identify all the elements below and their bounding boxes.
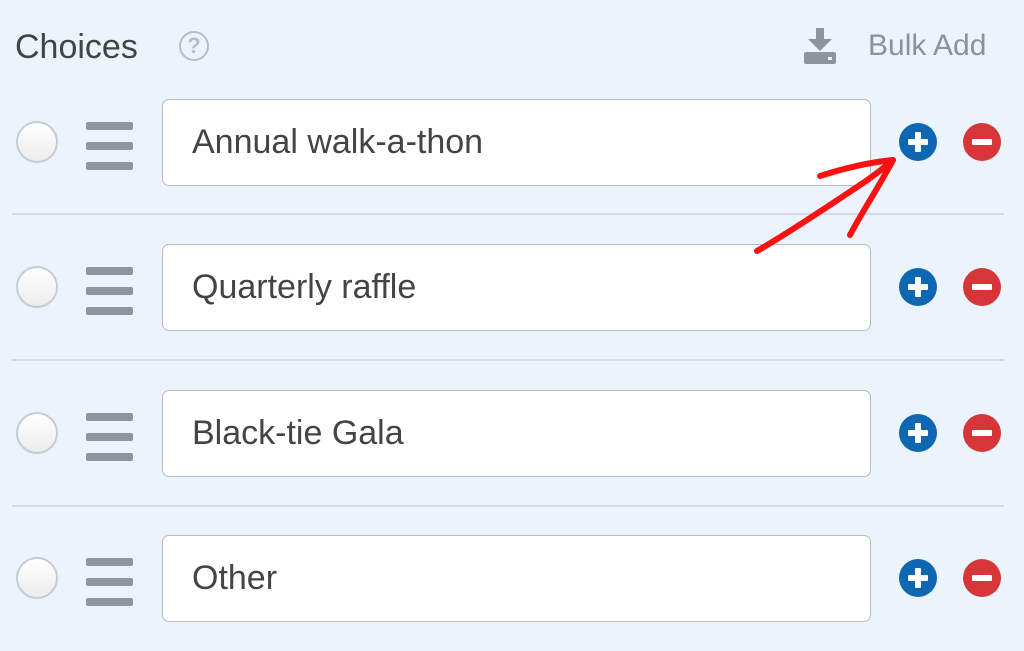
add-choice-button[interactable] [899,414,937,452]
choice-row: Black-tie Gala [0,361,1024,506]
help-icon[interactable]: ? [179,31,209,61]
remove-choice-button[interactable] [963,268,1001,306]
row-divider [12,359,1004,361]
add-choice-button[interactable] [899,268,937,306]
bulk-add-button[interactable]: Bulk Add [802,28,986,64]
choice-input[interactable]: Annual walk-a-thon [162,99,871,186]
choice-row: Annual walk-a-thon [0,70,1024,215]
choices-label: Choices [15,28,138,66]
drag-handle-icon[interactable] [86,122,133,182]
default-choice-radio[interactable] [16,266,58,308]
drag-handle-icon[interactable] [86,413,133,473]
default-choice-radio[interactable] [16,557,58,599]
drag-handle-icon[interactable] [86,558,133,618]
bulk-add-label: Bulk Add [868,29,987,62]
default-choice-radio[interactable] [16,121,58,163]
remove-choice-button[interactable] [963,123,1001,161]
choice-input[interactable]: Quarterly raffle [162,244,871,331]
add-choice-button[interactable] [899,123,937,161]
choice-row: Other [0,506,1024,651]
download-icon [804,28,836,64]
choice-input[interactable]: Black-tie Gala [162,390,871,477]
default-choice-radio[interactable] [16,412,58,454]
add-choice-button[interactable] [899,559,937,597]
choice-row: Quarterly raffle [0,215,1024,360]
row-divider [12,213,1004,215]
remove-choice-button[interactable] [963,559,1001,597]
row-divider [12,505,1004,507]
drag-handle-icon[interactable] [86,267,133,327]
choice-input[interactable]: Other [162,535,871,622]
remove-choice-button[interactable] [963,414,1001,452]
